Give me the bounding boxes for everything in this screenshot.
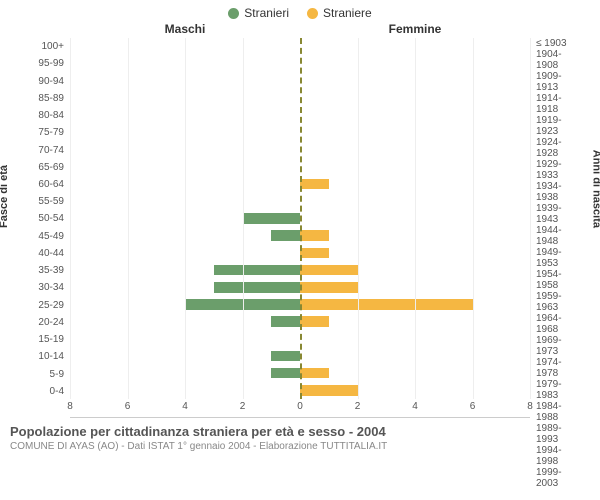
age-label: 85-89: [18, 90, 64, 107]
col-header-left: Maschi: [70, 22, 300, 36]
birth-label: ≤ 1903: [536, 38, 582, 49]
age-label: 90-94: [18, 72, 64, 89]
bar-male: [271, 316, 300, 327]
age-label: 60-64: [18, 176, 64, 193]
birth-label: 1904-1908: [536, 49, 582, 71]
bar-female: [300, 265, 358, 276]
birth-label: 1949-1953: [536, 247, 582, 269]
legend-female-label: Straniere: [323, 6, 372, 20]
age-label: 5-9: [18, 365, 64, 382]
age-label: 75-79: [18, 124, 64, 141]
age-label: 10-14: [18, 348, 64, 365]
gridline: [70, 38, 71, 399]
legend-male-swatch: [228, 8, 239, 19]
birth-label: 1984-1988: [536, 401, 582, 423]
y-axis-left-label: Fasce di età: [0, 165, 10, 228]
age-label: 95-99: [18, 55, 64, 72]
age-label: 50-54: [18, 210, 64, 227]
col-header-right: Femmine: [300, 22, 530, 36]
age-labels: 100+95-9990-9485-8980-8475-7970-7465-696…: [0, 38, 70, 418]
footer-title: Popolazione per cittadinanza straniera p…: [10, 424, 590, 439]
center-line: [300, 38, 302, 399]
footer: Popolazione per cittadinanza straniera p…: [0, 418, 600, 452]
birth-label: 1999-2003: [536, 467, 582, 489]
age-label: 0-4: [18, 383, 64, 400]
birth-label: 1934-1938: [536, 181, 582, 203]
age-label: 35-39: [18, 262, 64, 279]
age-label: 15-19: [18, 331, 64, 348]
age-label: 40-44: [18, 245, 64, 262]
footer-subtitle: COMUNE DI AYAS (AO) - Dati ISTAT 1° genn…: [10, 441, 590, 452]
age-label: 45-49: [18, 228, 64, 245]
x-tick: 8: [67, 401, 73, 412]
gridline: [243, 38, 244, 399]
bar-male: [214, 265, 300, 276]
bar-female: [300, 248, 329, 259]
age-label: 80-84: [18, 107, 64, 124]
birth-label: 1974-1978: [536, 357, 582, 379]
birth-label: 1909-1913: [536, 71, 582, 93]
x-tick: 2: [355, 401, 361, 412]
birth-label: 1944-1948: [536, 225, 582, 247]
bar-female: [300, 316, 329, 327]
bar-female: [300, 299, 473, 310]
gridline: [185, 38, 186, 399]
gridline: [473, 38, 474, 399]
bar-male: [243, 213, 301, 224]
age-label: 70-74: [18, 141, 64, 158]
gridline: [128, 38, 129, 399]
birth-label: 1914-1918: [536, 93, 582, 115]
bar-female: [300, 230, 329, 241]
age-label: 25-29: [18, 297, 64, 314]
column-headers: Maschi Femmine: [0, 22, 600, 36]
legend-female: Straniere: [307, 6, 372, 20]
birth-label: 1959-1963: [536, 291, 582, 313]
legend: Stranieri Straniere: [0, 0, 600, 20]
bar-female: [300, 282, 358, 293]
legend-male-label: Stranieri: [244, 6, 289, 20]
birth-label: 1969-1973: [536, 335, 582, 357]
plot-area: 02468 2468: [70, 38, 530, 418]
x-tick: 4: [412, 401, 418, 412]
y-axis-right-label: Anni di nascita: [590, 150, 600, 228]
birth-label: 1919-1923: [536, 115, 582, 137]
gridline: [415, 38, 416, 399]
birth-year-labels: ≤ 19031904-19081909-19131914-19181919-19…: [530, 38, 600, 418]
x-axis: 02468 2468: [70, 399, 530, 417]
birth-label: 1994-1998: [536, 445, 582, 467]
birth-label: 1979-1983: [536, 379, 582, 401]
bar-male: [214, 282, 300, 293]
x-tick: 8: [527, 401, 533, 412]
birth-label: 1939-1943: [536, 203, 582, 225]
legend-male: Stranieri: [228, 6, 289, 20]
chart-area: Fasce di età Anni di nascita 100+95-9990…: [0, 38, 600, 418]
x-tick: 6: [125, 401, 131, 412]
gridline: [530, 38, 531, 399]
bar-female: [300, 368, 329, 379]
bar-male: [271, 351, 300, 362]
bar-male: [271, 230, 300, 241]
age-label: 65-69: [18, 159, 64, 176]
bar-female: [300, 179, 329, 190]
birth-label: 1954-1958: [536, 269, 582, 291]
bar-female: [300, 385, 358, 396]
birth-label: 1924-1928: [536, 137, 582, 159]
x-tick: 2: [240, 401, 246, 412]
birth-label: 1989-1993: [536, 423, 582, 445]
x-tick: 4: [182, 401, 188, 412]
age-label: 20-24: [18, 314, 64, 331]
x-tick: 6: [470, 401, 476, 412]
bar-male: [271, 368, 300, 379]
age-label: 30-34: [18, 279, 64, 296]
age-label: 100+: [18, 38, 64, 55]
birth-label: 1929-1933: [536, 159, 582, 181]
legend-female-swatch: [307, 8, 318, 19]
birth-label: 1964-1968: [536, 313, 582, 335]
gridline: [358, 38, 359, 399]
age-label: 55-59: [18, 193, 64, 210]
